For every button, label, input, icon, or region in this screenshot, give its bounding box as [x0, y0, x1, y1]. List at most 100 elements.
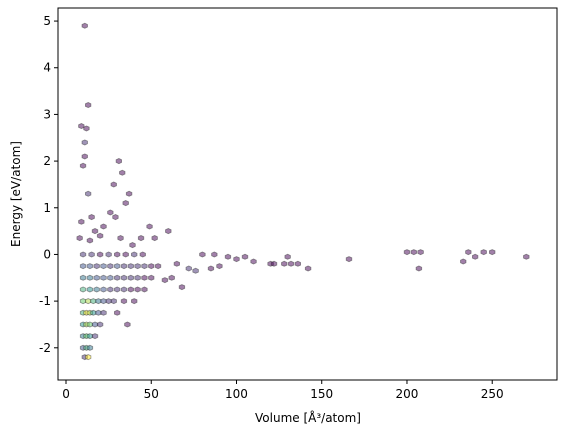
- hexbin-cell: [96, 251, 104, 258]
- hexbin-cell: [105, 251, 112, 258]
- hexbin-cell: [216, 263, 223, 270]
- hexbin-cell: [96, 232, 104, 239]
- hexbin-cell: [78, 218, 85, 225]
- hexbin-cell: [173, 260, 181, 267]
- hexbin-cell: [141, 286, 148, 293]
- y-tick-label: -2: [39, 341, 51, 355]
- hexbin-cell: [112, 214, 119, 221]
- hexbin-cell: [76, 235, 83, 242]
- hexbin-cell: [146, 223, 153, 230]
- hexbin-cell: [122, 200, 129, 207]
- hexbin-cell: [81, 22, 88, 29]
- hexbin-cell: [287, 260, 295, 267]
- hexbin-cell: [224, 253, 232, 260]
- hexbin-cell: [107, 209, 114, 216]
- hexbin-cell: [281, 260, 288, 267]
- hexbin-cell: [119, 169, 126, 176]
- hexbin-cell: [345, 256, 353, 263]
- hexbin-cell: [114, 263, 121, 270]
- hexbin-cell: [83, 125, 90, 132]
- hexbin-cell: [294, 260, 302, 267]
- hexbin-cell: [79, 251, 87, 258]
- hexbin-cell: [88, 251, 95, 258]
- y-tick-label: 5: [43, 14, 51, 28]
- hexbin-cell: [117, 235, 124, 242]
- hexbin-cell: [86, 344, 94, 351]
- y-tick-label: 2: [43, 154, 51, 168]
- hexbin-cell: [151, 235, 158, 242]
- hexbin-cell: [114, 274, 121, 281]
- hexbin-cell: [107, 274, 114, 281]
- hexbin-cell: [120, 286, 128, 293]
- hexbin-cell: [115, 158, 122, 165]
- hexbin-cell: [523, 253, 530, 260]
- x-tick-label: 50: [144, 387, 159, 401]
- hexbin-cell: [100, 274, 107, 281]
- hexbin-cell: [460, 258, 467, 265]
- x-axis-label: Volume [Å³/atom]: [255, 410, 361, 425]
- hexbin-cell: [78, 123, 85, 130]
- hexbin-cell: [165, 228, 172, 235]
- hexbin-cell: [207, 265, 215, 272]
- y-tick-label: 3: [43, 107, 51, 121]
- hexbin-cell: [417, 249, 424, 256]
- hexbin-cell: [91, 333, 99, 340]
- hexbin-cell: [93, 286, 100, 293]
- hexbin-cell: [471, 253, 479, 260]
- hexbin-cell: [110, 181, 117, 188]
- hexbin-cell: [465, 249, 472, 256]
- hexbin-cell: [93, 263, 100, 270]
- hexbin-cell: [86, 237, 94, 244]
- hexbin-cell: [120, 263, 128, 270]
- hexbin-cell: [250, 258, 257, 265]
- hexbin-cell: [79, 274, 87, 281]
- x-tick-label: 200: [396, 387, 419, 401]
- hexbin-cell: [85, 102, 92, 109]
- hexbin-cell: [161, 277, 169, 284]
- hexbin-cell: [79, 162, 87, 169]
- hexbin-cell: [134, 274, 141, 281]
- hexbin-cell: [233, 256, 240, 263]
- hexbin-cell: [410, 249, 418, 256]
- hexbin-cell: [127, 286, 135, 293]
- hexbin-cell: [124, 321, 131, 328]
- hexbin-cell: [91, 228, 99, 235]
- hexbin-cell: [284, 253, 291, 260]
- hexbin-cell: [107, 263, 114, 270]
- hexbin-cell: [96, 321, 104, 328]
- hexbin-cell: [139, 251, 146, 258]
- hexbin-cell: [114, 286, 121, 293]
- hexbin-cell: [199, 251, 206, 258]
- y-tick-label: -1: [39, 294, 51, 308]
- hexbin-cell: [100, 263, 107, 270]
- hexbin-cell: [129, 242, 136, 249]
- hexbin-cell: [141, 274, 148, 281]
- hexbin-cell: [141, 263, 148, 270]
- x-tick-label: 150: [310, 387, 333, 401]
- hexbin-cell: [86, 274, 94, 281]
- y-tick-label: 1: [43, 201, 51, 215]
- hexbin-cell: [130, 251, 138, 258]
- hexbin-cell: [137, 235, 145, 242]
- hexbin-cell: [125, 190, 133, 197]
- hexbin-cell: [85, 298, 92, 305]
- hexbin-cell: [480, 249, 487, 256]
- hexbin-cell: [86, 263, 94, 270]
- hexbin-cell: [79, 298, 87, 305]
- hexbin-cell: [120, 274, 128, 281]
- hexbin-cell: [270, 260, 278, 267]
- x-tick-label: 100: [225, 387, 248, 401]
- hexbin-cell: [185, 265, 192, 272]
- hexbin-cell: [192, 267, 199, 274]
- hexbin-cell: [110, 298, 117, 305]
- x-tick-label: 0: [62, 387, 70, 401]
- hexbin-cell: [127, 263, 135, 270]
- hexbin-cell: [93, 274, 100, 281]
- plot-frame: [57, 7, 558, 381]
- hexbin-cell: [148, 274, 155, 281]
- hexbin-cell: [114, 251, 121, 258]
- hexbin-cell: [85, 190, 92, 197]
